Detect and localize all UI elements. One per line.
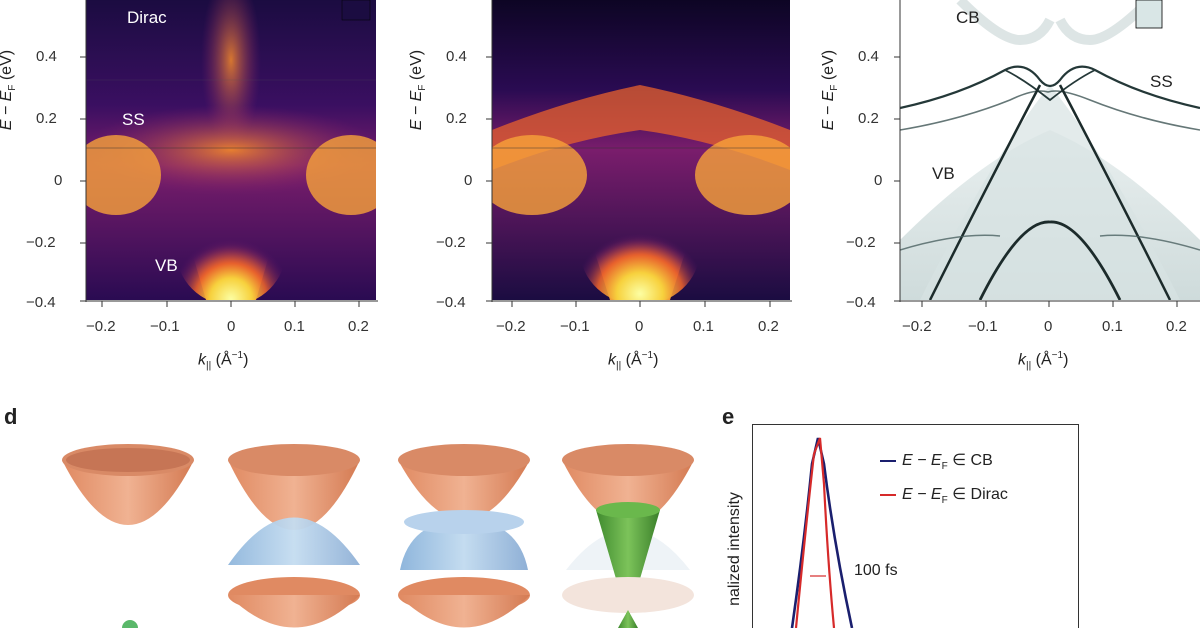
legend-item-cb: E − EF ∈ CB — [880, 450, 993, 472]
ytick: 0.2 — [446, 110, 467, 127]
ytick: −0.4 — [846, 294, 876, 311]
calc-image — [900, 0, 1200, 300]
xtick: −0.1 — [150, 318, 180, 335]
label-vb: VB — [155, 256, 178, 275]
xlabel-a: k|| (Å−1) — [198, 350, 249, 372]
label-dirac: Dirac — [127, 8, 167, 27]
xtick: −0.2 — [902, 318, 932, 335]
axis-bottom-b — [492, 300, 792, 307]
xtick: 0.2 — [1166, 318, 1187, 335]
xtick: 0.1 — [693, 318, 714, 335]
panel-e-ylabel: nalized intensity — [726, 492, 743, 606]
ytick: 0.2 — [858, 110, 879, 127]
xtick: 0.1 — [1102, 318, 1123, 335]
xlabel-c: k|| (Å−1) — [1018, 350, 1069, 372]
panel-letter-d: d — [4, 404, 18, 429]
ytick: −0.2 — [846, 234, 876, 251]
panel-calc-right: CB SS VB 0.4 0.2 0 −0.2 −0.4 −0.2 −0.1 0… — [818, 0, 1200, 380]
ytick: 0.4 — [36, 48, 57, 65]
axis-left-a — [80, 0, 87, 302]
ytick: −0.4 — [26, 294, 56, 311]
cone-1 — [62, 444, 194, 628]
ylabel-c: E − EF (eV) — [819, 49, 841, 131]
label-cb: CB — [956, 8, 980, 27]
ytick: 0.2 — [36, 110, 57, 127]
ytick: −0.2 — [436, 234, 466, 251]
legend-swatch-cb — [880, 459, 896, 462]
annotation-100fs: 100 fs — [854, 562, 898, 579]
axis-left-b — [486, 0, 493, 302]
ylabel-b: E − EF (eV) — [407, 49, 429, 131]
panel-d-cones — [50, 430, 710, 628]
panel-e-plot — [752, 424, 1080, 628]
cone-2 — [228, 444, 360, 628]
xtick: −0.1 — [968, 318, 998, 335]
arpes-middle-image — [492, 0, 790, 300]
xtick: 0 — [635, 318, 644, 335]
xtick: −0.1 — [560, 318, 590, 335]
panel-letter-e: e — [722, 404, 735, 429]
ytick: 0 — [54, 172, 63, 189]
panel-arpes-left: Dirac SS VB 0.4 0.2 0 −0.2 −0.4 −0.2 −0.… — [0, 0, 400, 380]
axis-bottom-c — [900, 300, 1200, 307]
arpes-left-image — [86, 0, 376, 300]
xtick: −0.2 — [86, 318, 116, 335]
xtick: 0.2 — [758, 318, 779, 335]
cone-3 — [398, 444, 530, 628]
axis-bottom-a — [86, 300, 378, 307]
xtick: 0.1 — [284, 318, 305, 335]
label-ss: SS — [122, 110, 145, 129]
legend-swatch-dirac — [880, 493, 896, 496]
ytick: 0.4 — [446, 48, 467, 65]
ytick: −0.2 — [26, 234, 56, 251]
xtick: 0 — [1044, 318, 1053, 335]
xtick: −0.2 — [496, 318, 526, 335]
ylabel-a: E − EF (eV) — [0, 49, 19, 130]
label-vb-calc: VB — [932, 164, 955, 183]
xtick: 0 — [227, 318, 236, 335]
ytick: 0 — [874, 172, 883, 189]
xtick: 0.2 — [348, 318, 369, 335]
axis-left-c — [894, 0, 901, 302]
ytick: 0 — [464, 172, 473, 189]
label-ss-calc: SS — [1150, 72, 1173, 91]
legend-item-dirac: E − EF ∈ Dirac — [880, 484, 1008, 506]
ytick: 0.4 — [858, 48, 879, 65]
xlabel-b: k|| (Å−1) — [608, 350, 659, 372]
ytick: −0.4 — [436, 294, 466, 311]
panel-arpes-middle: 0.4 0.2 0 −0.2 −0.4 −0.2 −0.1 0 0.1 0.2 … — [407, 0, 810, 380]
cone-4 — [562, 444, 694, 628]
